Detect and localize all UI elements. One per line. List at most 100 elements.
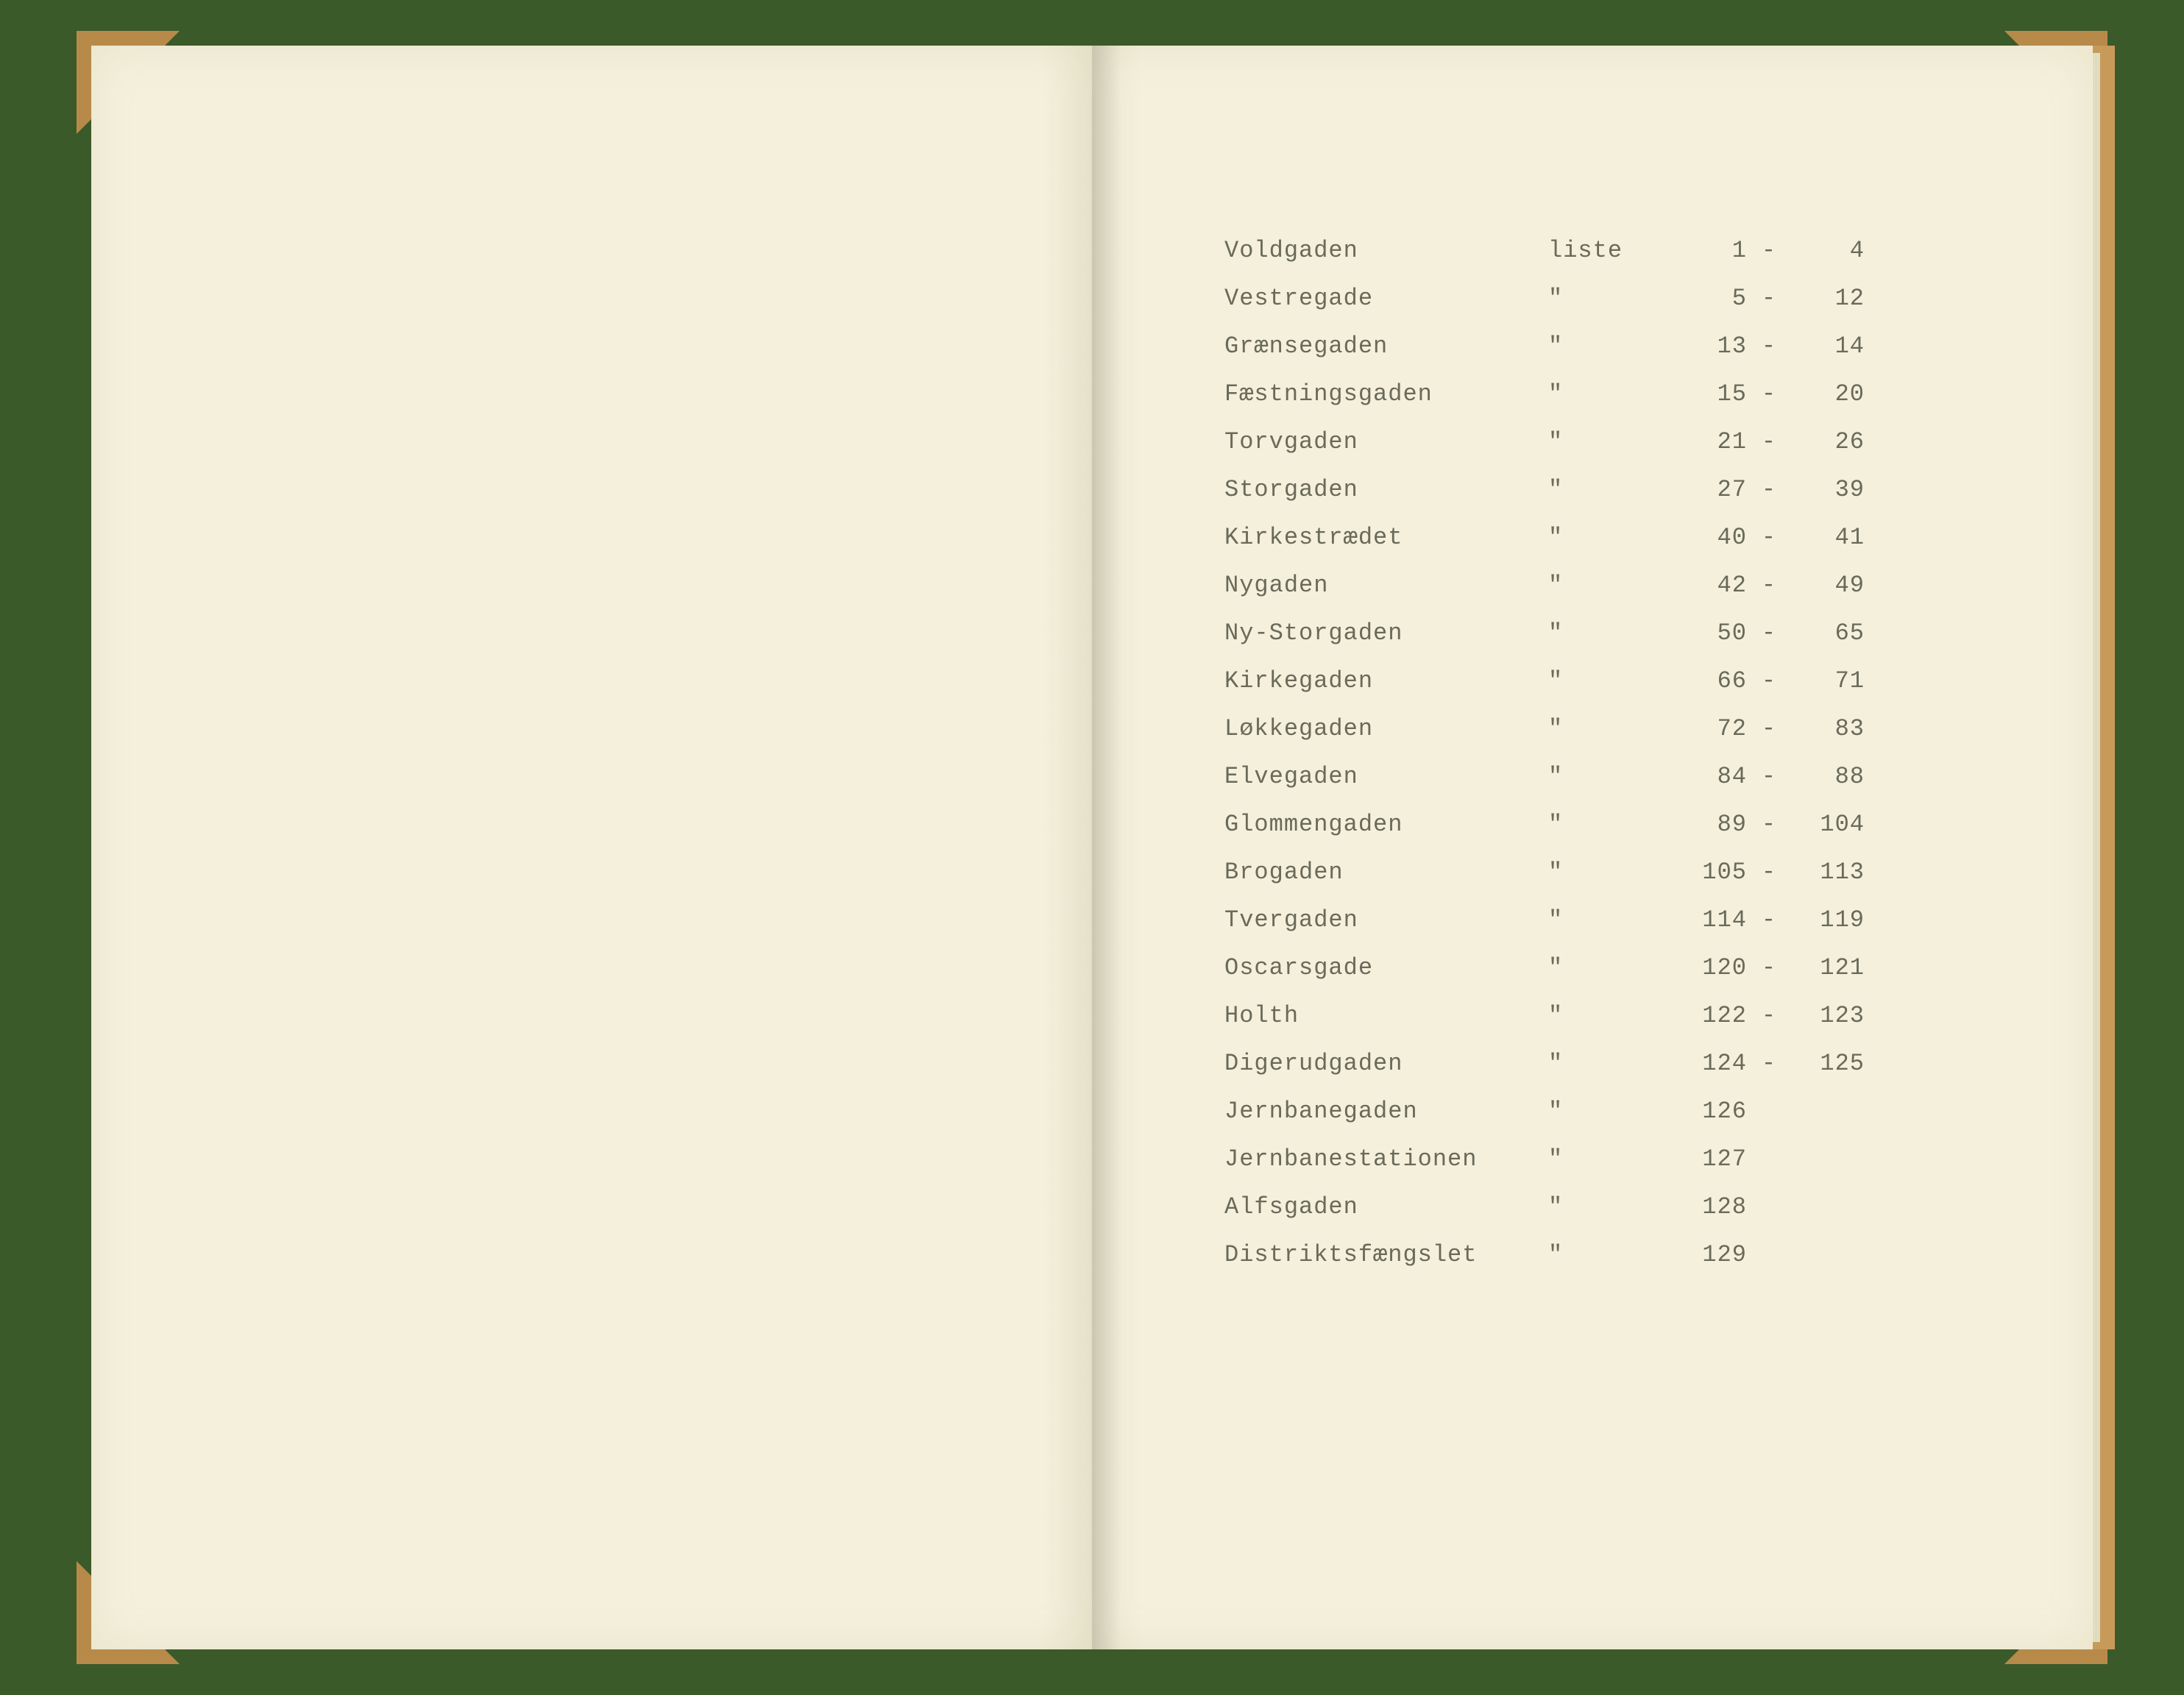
range-dash: - <box>1747 237 1791 264</box>
range-start: 126 <box>1673 1098 1747 1125</box>
range-start: 72 <box>1673 715 1747 742</box>
range-start: 66 <box>1673 667 1747 694</box>
street-name: Brogaden <box>1224 859 1548 886</box>
right-page: Voldgadenliste1-4 Vestregade"5-12 Grænsega… <box>1092 46 2093 1649</box>
range-dash: - <box>1747 380 1791 408</box>
book-container: Voldgadenliste1-4 Vestregade"5-12 Grænsega… <box>91 46 2093 1649</box>
liste-label: " <box>1548 524 1673 551</box>
liste-label: " <box>1548 906 1673 934</box>
street-name: Torvgaden <box>1224 428 1548 455</box>
range-start: 122 <box>1673 1002 1747 1029</box>
range-start: 15 <box>1673 380 1747 408</box>
range-dash: - <box>1747 811 1791 838</box>
range-start: 40 <box>1673 524 1747 551</box>
range-dash: - <box>1747 667 1791 694</box>
page-edges <box>2093 53 2100 1642</box>
index-row: Grænsegaden"13-14 <box>1224 333 1960 360</box>
index-row: Alfsgaden"128 <box>1224 1193 1960 1220</box>
liste-label: " <box>1548 380 1673 408</box>
index-row: Digerudgaden"124-125 <box>1224 1050 1960 1077</box>
range-end: 39 <box>1791 476 1865 503</box>
range-start: 129 <box>1673 1241 1747 1268</box>
street-name: Elvegaden <box>1224 763 1548 790</box>
range-end: 20 <box>1791 380 1865 408</box>
liste-label: " <box>1548 763 1673 790</box>
index-row: Torvgaden"21-26 <box>1224 428 1960 455</box>
range-dash: - <box>1747 524 1791 551</box>
range-end: 26 <box>1791 428 1865 455</box>
index-row: Ny-Storgaden"50-65 <box>1224 619 1960 647</box>
range-dash: - <box>1747 715 1791 742</box>
street-name: Glommengaden <box>1224 811 1548 838</box>
street-name: Storgaden <box>1224 476 1548 503</box>
range-start: 120 <box>1673 954 1747 981</box>
index-row: Vestregade"5-12 <box>1224 285 1960 312</box>
range-dash: - <box>1747 428 1791 455</box>
liste-label: liste <box>1548 237 1673 264</box>
range-end: 14 <box>1791 333 1865 360</box>
index-table: Voldgadenliste1-4 Vestregade"5-12 Grænsega… <box>1224 237 1960 1268</box>
range-dash: - <box>1747 572 1791 599</box>
spine-shadow <box>1092 46 1121 1649</box>
index-row: Holth"122-123 <box>1224 1002 1960 1029</box>
street-name: Fæstningsgaden <box>1224 380 1548 408</box>
liste-label: " <box>1548 1002 1673 1029</box>
index-row: Nygaden"42-49 <box>1224 572 1960 599</box>
range-start: 13 <box>1673 333 1747 360</box>
range-start: 27 <box>1673 476 1747 503</box>
range-dash: - <box>1747 906 1791 934</box>
index-row: Brogaden"105-113 <box>1224 859 1960 886</box>
liste-label: " <box>1548 619 1673 647</box>
street-name: Tvergaden <box>1224 906 1548 934</box>
street-name: Ny-Storgaden <box>1224 619 1548 647</box>
range-end: 104 <box>1791 811 1865 838</box>
range-start: 84 <box>1673 763 1747 790</box>
index-row: Kirkegaden"66-71 <box>1224 667 1960 694</box>
liste-label: " <box>1548 1241 1673 1268</box>
range-end: 65 <box>1791 619 1865 647</box>
liste-label: " <box>1548 1050 1673 1077</box>
liste-label: " <box>1548 333 1673 360</box>
range-end: 119 <box>1791 906 1865 934</box>
street-name: Jernbanestationen <box>1224 1145 1548 1173</box>
index-row: Fæstningsgaden"15-20 <box>1224 380 1960 408</box>
liste-label: " <box>1548 954 1673 981</box>
range-dash: - <box>1747 954 1791 981</box>
street-name: Digerudgaden <box>1224 1050 1548 1077</box>
range-start: 1 <box>1673 237 1747 264</box>
index-row: Glommengaden"89-104 <box>1224 811 1960 838</box>
street-name: Kirkestrædet <box>1224 524 1548 551</box>
liste-label: " <box>1548 811 1673 838</box>
range-start: 5 <box>1673 285 1747 312</box>
liste-label: " <box>1548 859 1673 886</box>
street-name: Løkkegaden <box>1224 715 1548 742</box>
range-dash: - <box>1747 619 1791 647</box>
street-name: Holth <box>1224 1002 1548 1029</box>
range-dash: - <box>1747 1002 1791 1029</box>
index-row: Kirkestrædet"40-41 <box>1224 524 1960 551</box>
street-name: Nygaden <box>1224 572 1548 599</box>
range-start: 42 <box>1673 572 1747 599</box>
liste-label: " <box>1548 285 1673 312</box>
liste-label: " <box>1548 715 1673 742</box>
street-name: Oscarsgade <box>1224 954 1548 981</box>
index-row: Distriktsfængslet"129 <box>1224 1241 1960 1268</box>
index-row: Voldgadenliste1-4 <box>1224 237 1960 264</box>
range-start: 124 <box>1673 1050 1747 1077</box>
liste-label: " <box>1548 1098 1673 1125</box>
liste-label: " <box>1548 428 1673 455</box>
range-end: 123 <box>1791 1002 1865 1029</box>
range-end: 71 <box>1791 667 1865 694</box>
street-name: Vestregade <box>1224 285 1548 312</box>
index-row: Elvegaden"84-88 <box>1224 763 1960 790</box>
street-name: Grænsegaden <box>1224 333 1548 360</box>
range-end: 41 <box>1791 524 1865 551</box>
range-end: 83 <box>1791 715 1865 742</box>
liste-label: " <box>1548 667 1673 694</box>
liste-label: " <box>1548 1145 1673 1173</box>
street-name: Jernbanegaden <box>1224 1098 1548 1125</box>
range-dash: - <box>1747 1050 1791 1077</box>
range-end: 4 <box>1791 237 1865 264</box>
liste-label: " <box>1548 1193 1673 1220</box>
index-row: Løkkegaden"72-83 <box>1224 715 1960 742</box>
